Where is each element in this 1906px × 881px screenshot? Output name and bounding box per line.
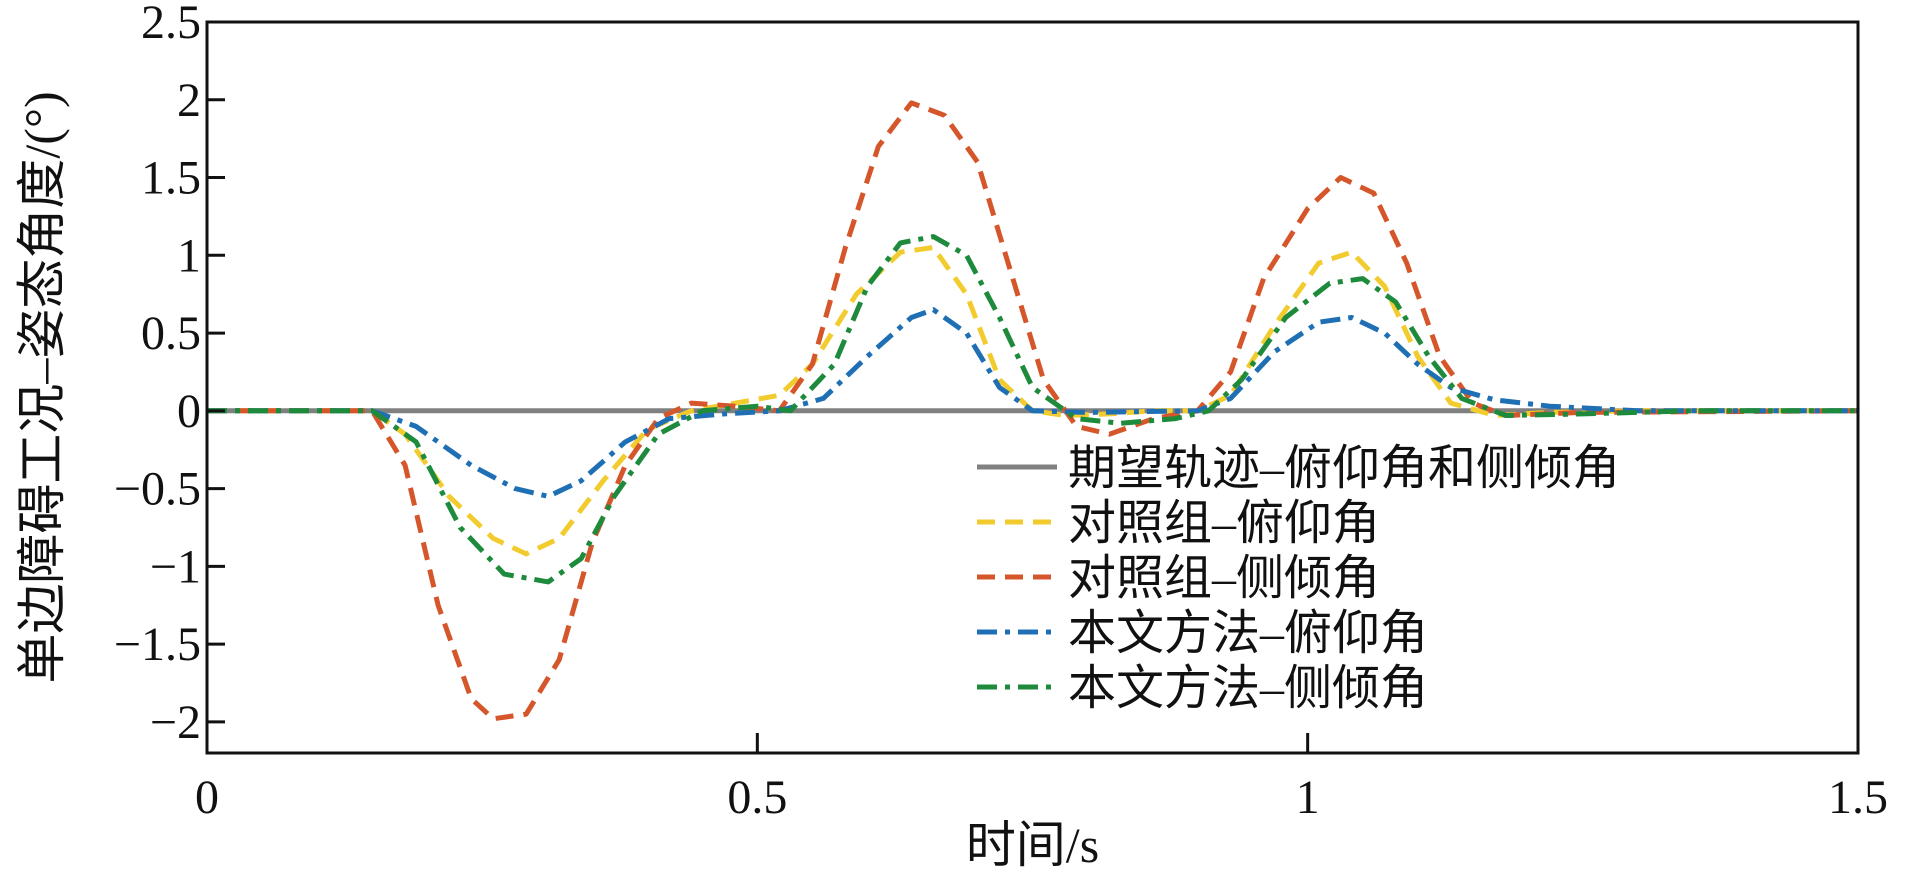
series-line-2 [207,245,1858,557]
series-line-4 [207,307,1858,499]
legend: 期望轨迹–俯仰角和侧倾角对照组–俯仰角对照组–侧倾角本文方法–俯仰角本文方法–侧… [977,442,1620,715]
legend-label-4: 本文方法–俯仰角 [1068,607,1428,660]
legend-label-5: 本文方法–侧倾角 [1068,662,1428,715]
x-tick-label: 1.5 [1828,771,1888,824]
y-tick-label: 2 [177,74,201,127]
y-tick-label: 0 [177,385,201,438]
plot-lines [207,100,1859,722]
tick-labels: 0 0.5 1 1.5 2.5 2 1.5 1 0.5 0 −0.5 −1 −1.5 −2 [114,0,1888,824]
legend-label-1: 期望轨迹–俯仰角和侧倾角 [1068,442,1620,495]
y-tick-label: 2.5 [141,0,201,49]
x-tick-label: 0 [195,771,219,824]
legend-label-2: 对照组–俯仰角 [1068,497,1380,550]
y-tick-label: −0.5 [114,463,201,516]
series-line-3 [207,100,1859,722]
y-tick-label: 1 [177,229,201,282]
y-tick-label: −1.5 [114,618,201,671]
x-tick-label: 1 [1296,771,1320,824]
x-tick-label: 0.5 [727,771,787,824]
y-tick-label: 1.5 [141,152,201,205]
legend-label-3: 对照组–侧倾角 [1068,552,1380,605]
x-axis-label: 时间/s [966,817,1099,873]
series-line-5 [207,234,1858,585]
y-tick-label: −2 [150,696,201,749]
plot-area-frame [205,20,1860,755]
y-axis-label: 单边障碍工况–姿态角度/(°) [14,91,70,683]
axis-ticks [205,20,1860,753]
y-tick-label: −1 [150,540,201,593]
y-tick-label: 0.5 [141,307,201,360]
